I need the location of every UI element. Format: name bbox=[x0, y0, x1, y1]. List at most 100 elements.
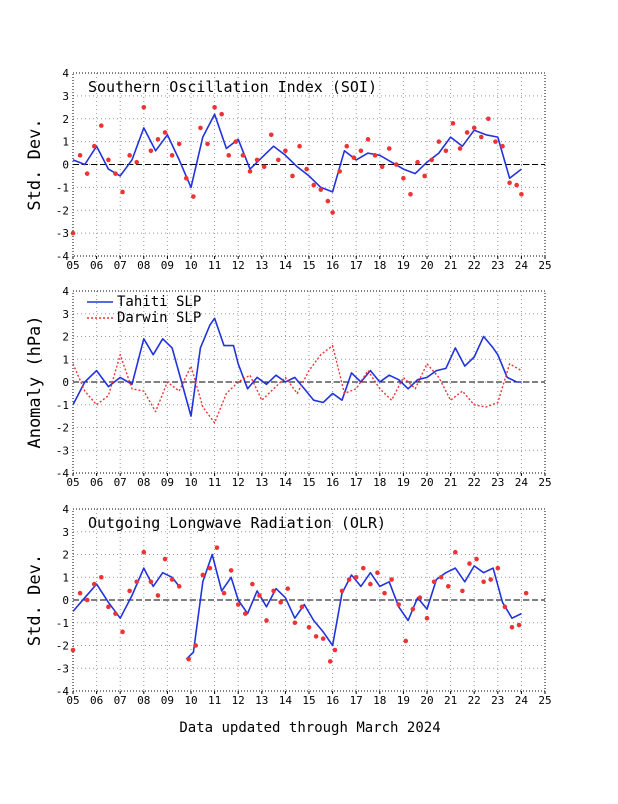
x-tick-label: 14 bbox=[279, 694, 293, 707]
y-tick-label: -2 bbox=[56, 640, 69, 653]
data-point bbox=[235, 602, 241, 607]
data-point bbox=[346, 577, 352, 582]
x-tick-label: 24 bbox=[515, 476, 529, 489]
y-tick-label: -4 bbox=[56, 467, 70, 480]
y-tick-label: 1 bbox=[62, 353, 69, 366]
data-point bbox=[353, 574, 359, 580]
x-tick-label: 05 bbox=[66, 259, 79, 272]
data-point bbox=[285, 586, 291, 591]
y-axis-label: Anomaly (hPa) bbox=[25, 315, 45, 448]
data-point bbox=[205, 141, 210, 147]
x-tick-label: 11 bbox=[208, 476, 221, 489]
y-tick-label: 2 bbox=[62, 331, 69, 344]
x-tick-label: 21 bbox=[444, 476, 457, 489]
data-point bbox=[313, 634, 319, 639]
data-point bbox=[318, 187, 324, 192]
data-point bbox=[368, 581, 373, 587]
footer-data-updated: Data updated through March 2024 bbox=[179, 720, 440, 736]
x-tick-label: 16 bbox=[326, 476, 339, 489]
y-tick-label: 1 bbox=[62, 136, 69, 149]
x-tick-label: 09 bbox=[161, 259, 174, 272]
data-point bbox=[481, 579, 486, 585]
x-tick-label: 06 bbox=[90, 259, 103, 272]
x-tick-label: 23 bbox=[491, 259, 504, 272]
data-point bbox=[134, 159, 140, 165]
data-point bbox=[113, 611, 118, 616]
data-point bbox=[502, 604, 508, 610]
data-point bbox=[233, 139, 239, 144]
x-tick-label: 10 bbox=[184, 476, 197, 489]
data-point bbox=[431, 579, 437, 585]
x-tick-label: 18 bbox=[373, 259, 386, 272]
data-point bbox=[141, 549, 147, 555]
x-tick-label: 10 bbox=[184, 259, 197, 272]
y-tick-label: 4 bbox=[62, 285, 69, 298]
data-point bbox=[193, 643, 199, 648]
x-tick-label: 13 bbox=[255, 694, 268, 707]
x-tick-label: 25 bbox=[538, 259, 551, 272]
y-tick-label: 2 bbox=[62, 549, 69, 562]
x-tick-label: 19 bbox=[397, 476, 410, 489]
data-point bbox=[254, 157, 260, 163]
x-tick-label: 20 bbox=[420, 259, 433, 272]
x-tick-label: 18 bbox=[373, 694, 386, 707]
data-point bbox=[155, 593, 161, 598]
x-tick-label: 09 bbox=[161, 476, 174, 489]
data-point bbox=[292, 620, 298, 626]
data-point bbox=[311, 182, 317, 188]
data-point bbox=[507, 180, 512, 186]
x-tick-label: 21 bbox=[444, 694, 457, 707]
data-point bbox=[162, 130, 168, 135]
data-point bbox=[471, 125, 477, 131]
y-tick-label: -4 bbox=[56, 250, 70, 263]
y-tick-label: -3 bbox=[56, 662, 69, 675]
data-point bbox=[358, 148, 364, 154]
data-point bbox=[169, 153, 175, 158]
x-tick-label: 15 bbox=[302, 694, 315, 707]
x-tick-label: 24 bbox=[515, 259, 529, 272]
y-tick-label: -4 bbox=[56, 685, 70, 698]
data-point bbox=[375, 570, 380, 575]
data-point bbox=[176, 584, 182, 589]
data-point bbox=[453, 549, 458, 555]
data-point bbox=[148, 579, 154, 585]
data-point bbox=[191, 194, 196, 199]
series-line bbox=[185, 553, 522, 660]
x-tick-label: 17 bbox=[350, 476, 363, 489]
y-tick-label: 2 bbox=[62, 113, 69, 126]
data-point bbox=[283, 148, 288, 154]
data-point bbox=[332, 647, 338, 653]
data-point bbox=[297, 143, 302, 149]
data-point bbox=[389, 577, 394, 582]
data-point bbox=[106, 157, 111, 163]
data-point bbox=[169, 577, 175, 582]
data-point bbox=[264, 618, 269, 623]
x-tick-label: 23 bbox=[491, 476, 504, 489]
chart-panel-1: 05 06 07 08 09 10 11 12 13 14 15 16 17 18 19 20 21 22 23 24… bbox=[25, 67, 552, 272]
x-tick-label: 17 bbox=[350, 694, 363, 707]
x-tick-label: 15 bbox=[302, 476, 315, 489]
data-point bbox=[467, 561, 472, 566]
data-point bbox=[403, 638, 409, 644]
x-tick-label: 19 bbox=[397, 259, 410, 272]
data-point bbox=[99, 123, 104, 128]
data-point bbox=[183, 175, 189, 181]
data-point bbox=[410, 606, 416, 612]
y-tick-label: -3 bbox=[56, 227, 69, 240]
data-point bbox=[134, 579, 140, 585]
data-point bbox=[176, 141, 182, 147]
panel-title: Southern Oscillation Index (SOI) bbox=[88, 78, 377, 96]
data-point bbox=[242, 611, 248, 616]
data-point bbox=[276, 157, 281, 163]
data-point bbox=[382, 590, 387, 596]
data-point bbox=[228, 568, 234, 573]
data-point bbox=[290, 173, 295, 179]
x-tick-label: 19 bbox=[397, 694, 410, 707]
data-point bbox=[464, 130, 470, 135]
x-tick-label: 11 bbox=[208, 694, 221, 707]
series-line bbox=[72, 113, 522, 193]
y-tick-label: 0 bbox=[62, 159, 69, 172]
y-tick-label: -2 bbox=[56, 204, 69, 217]
data-point bbox=[408, 191, 413, 197]
data-point bbox=[330, 210, 335, 215]
